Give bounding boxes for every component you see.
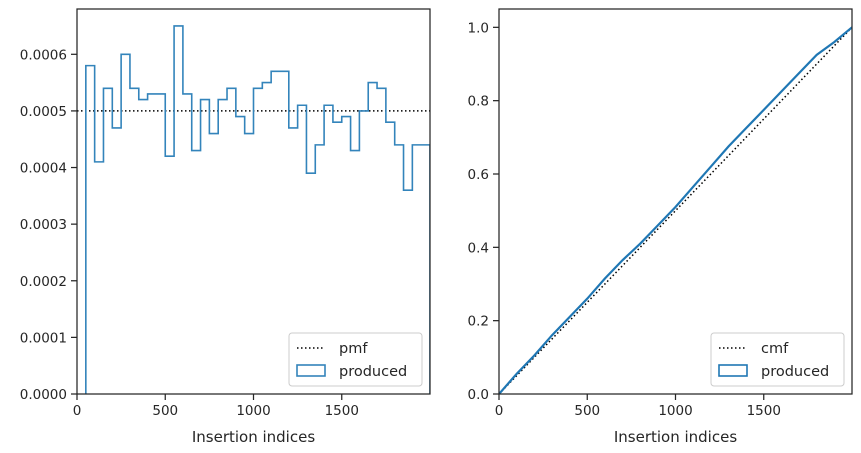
pmf-legend-produced-swatch [296,364,326,377]
pmf-clipped-marks [77,25,430,394]
pmf-y-tick-label: 0.0003 [20,217,67,233]
cmf-legend-box [710,332,845,387]
cmf-panel: 0 500 1000 1500 0.0 0.2 0.4 0.6 0.8 1.0 Insertion… [468,8,853,446]
pmf-legend-label: pmf [339,341,368,357]
pmf-plot-marks [77,25,430,394]
pmf-x-tick-label: 500 [152,403,178,419]
pmf-legend-label: produced [339,364,407,380]
pmf-legend: pmf produced [288,332,423,387]
cmf-legend-produced-swatch [718,364,748,377]
cmf-x-tick-label: 500 [574,403,600,419]
pmf-y-tick-label: 0.0001 [20,330,67,346]
produced-histogram-step [85,25,430,394]
cmf-x-tick-label: 0 [495,403,504,419]
cmf-legend-label: produced [761,364,829,380]
pmf-x-axis-label: Insertion indices [192,428,315,446]
pmf-panel: 0 500 1000 1500 0.0000 0.0001 0.0002 0.0003 0.00… [20,8,431,446]
cmf-legend: cmf produced [710,332,845,387]
cmf-clipped-marks [499,26,852,394]
cmf-y-tick-label: 0.0 [468,387,489,403]
cmf-y-tick-label: 0.2 [468,314,489,330]
produced-cumulative-line [499,26,852,394]
pmf-y-tick-label: 0.0004 [20,161,67,177]
cmf-y-tick-label: 0.6 [468,167,489,183]
cmf-x-tick-label: 1500 [747,403,781,419]
pmf-x-tick-label: 1500 [325,403,359,419]
cmf-reference-line [499,26,852,394]
pmf-y-tick-label: 0.0005 [20,104,67,120]
pmf-y-tick-label: 0.0002 [20,274,67,290]
cmf-x-tick-label: 1000 [658,403,692,419]
pmf-ticks: 0 500 1000 1500 0.0000 0.0001 0.0002 0.0003 0.00… [20,47,359,419]
cmf-y-tick-label: 1.0 [468,20,489,36]
cmf-x-axis-label: Insertion indices [614,428,737,446]
pmf-legend-box [288,332,423,387]
cmf-y-tick-label: 0.8 [468,94,489,110]
cmf-y-tick-label: 0.4 [468,240,489,256]
pmf-y-tick-label: 0.0000 [20,387,67,403]
cmf-legend-label: cmf [761,341,789,357]
cmf-plot-marks [499,26,852,394]
pmf-x-tick-label: 0 [73,403,82,419]
pmf-x-tick-label: 1000 [236,403,270,419]
cmf-ticks: 0 500 1000 1500 0.0 0.2 0.4 0.6 0.8 1.0 [468,20,781,419]
pmf-y-tick-label: 0.0006 [20,47,67,63]
